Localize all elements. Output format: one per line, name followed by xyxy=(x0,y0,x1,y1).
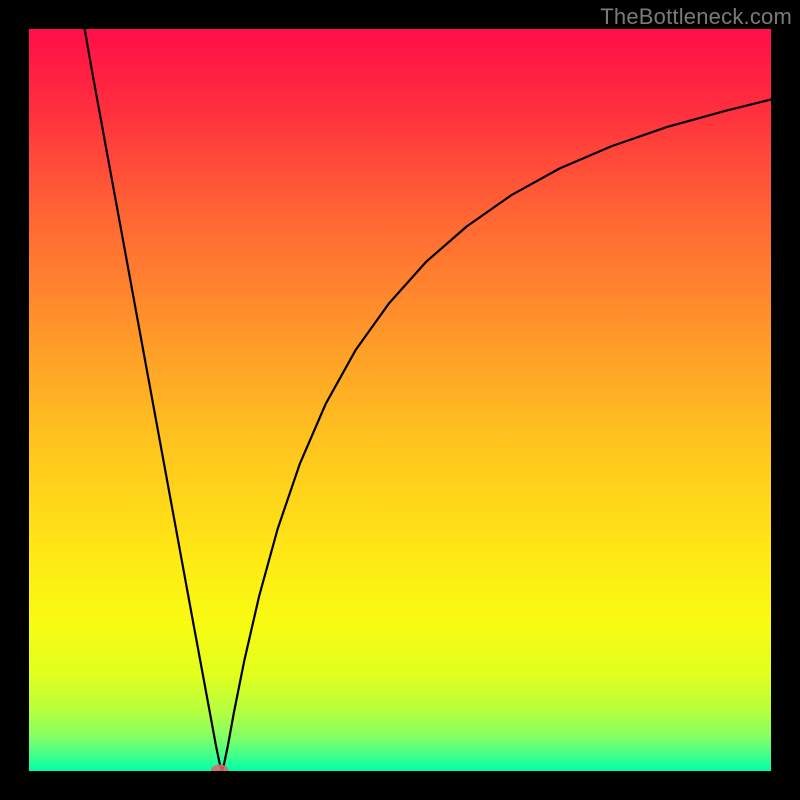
plot-area xyxy=(29,29,771,771)
bottleneck-curve-chart xyxy=(29,29,771,771)
chart-container: TheBottleneck.com xyxy=(0,0,800,800)
gradient-background xyxy=(29,29,771,771)
watermark-label: TheBottleneck.com xyxy=(600,4,792,30)
